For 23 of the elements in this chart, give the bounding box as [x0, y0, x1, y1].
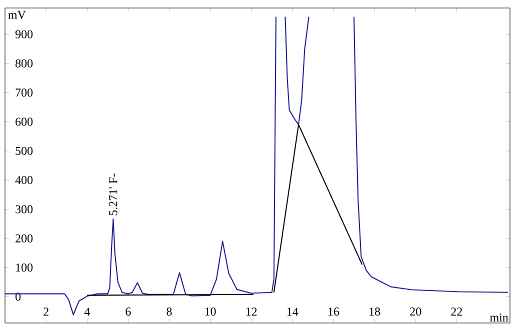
y-tick-label: 300	[16, 205, 33, 214]
x-tick-label: 14	[287, 308, 298, 316]
x-tick-label: 8	[166, 308, 172, 316]
x-tick-label: 18	[370, 308, 380, 316]
y-tick-label: 900	[15, 30, 33, 38]
x-tick-label: 4	[84, 308, 90, 316]
y-tick-label: 800	[16, 59, 33, 68]
y-tick-label: 500	[16, 146, 33, 155]
x-axis-title: min	[490, 313, 508, 322]
x-tick-label: 6	[126, 308, 131, 316]
y-tick-label: 700	[16, 88, 33, 97]
annotation: 5.271' F-	[109, 174, 118, 216]
y-axis-title: mV	[8, 10, 26, 19]
y-tick-label: 400	[15, 176, 33, 184]
y-tick-label: 200	[16, 234, 33, 242]
x-tick-label: 12	[246, 308, 257, 316]
x-tick-label: 2	[44, 308, 48, 316]
x-tick-label: 10	[205, 308, 216, 316]
x-tick-label: 20	[410, 308, 422, 316]
y-tick-label: 100	[16, 264, 33, 272]
x-tick-label: 22	[451, 308, 462, 316]
x-tick-label: 16	[328, 308, 340, 316]
y-tick-label: 600	[16, 118, 33, 126]
